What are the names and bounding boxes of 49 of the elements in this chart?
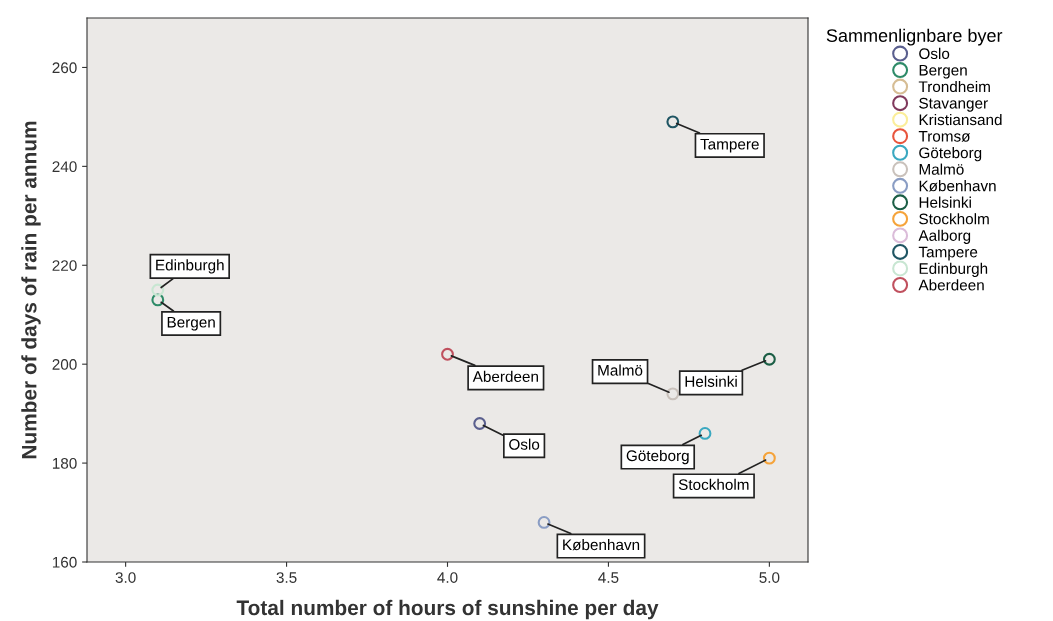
x-axis-title: Total number of hours of sunshine per day	[236, 599, 659, 620]
point	[537, 516, 551, 529]
legend-label: Tromsø	[918, 131, 971, 142]
annotation: Aberdeen	[472, 370, 538, 382]
point	[666, 387, 680, 401]
x-tick-label: 4.5	[598, 572, 619, 583]
y-tick-label: 160	[52, 556, 77, 568]
x-tick-label: 5.0	[759, 572, 780, 583]
x-tick-label: 4.0	[437, 572, 458, 583]
legend-label: Aberdeen	[918, 279, 984, 291]
y-tick-label: 240	[52, 161, 77, 173]
y-axis-title: Number of days of rain per annum	[21, 121, 41, 459]
legend-label: Aalborg	[918, 229, 971, 244]
point	[473, 417, 487, 430]
legend-label: København	[919, 180, 996, 192]
y-tick-label: 220	[52, 260, 77, 271]
annotation: Edinburgh	[156, 259, 224, 274]
x-tick-label: 3.5	[276, 572, 297, 583]
legend-label: Oslo	[919, 47, 950, 60]
annotation: Malmö	[598, 364, 643, 376]
legend-label: Trondheim	[918, 80, 990, 93]
legend-label: Malmö	[919, 163, 964, 175]
point	[762, 451, 776, 465]
point	[151, 293, 165, 307]
y-tick-label: 200	[52, 359, 77, 370]
point	[151, 283, 165, 297]
legend-label: Kristiansand	[919, 113, 1002, 126]
legend-label: Stockholm	[919, 213, 989, 225]
legend-label: Tampere	[918, 246, 978, 261]
point	[441, 347, 454, 361]
point	[666, 115, 680, 129]
legend-title: Sammenlignbare byer	[826, 28, 1003, 46]
annotation: Helsinki	[685, 375, 737, 387]
annotation: Göteborg	[626, 449, 689, 465]
legend-label: Edinburgh	[919, 262, 988, 277]
y-tick-label: 260	[52, 62, 77, 74]
legend-label: Helsinki	[919, 196, 971, 208]
annotation: Oslo	[509, 438, 540, 450]
annotation: København	[563, 538, 640, 551]
x-tick-label: 3.0	[115, 572, 136, 583]
annotation: Tampere	[700, 138, 759, 153]
legend-label: Stavanger	[919, 97, 988, 112]
legend-label: Bergen	[919, 64, 967, 79]
annotation: Bergen	[167, 316, 215, 331]
point	[762, 352, 776, 366]
point	[698, 427, 712, 440]
y-tick-label: 180	[52, 457, 77, 469]
legend-label: Göteborg	[919, 147, 982, 162]
annotation: Stockholm	[678, 478, 749, 491]
